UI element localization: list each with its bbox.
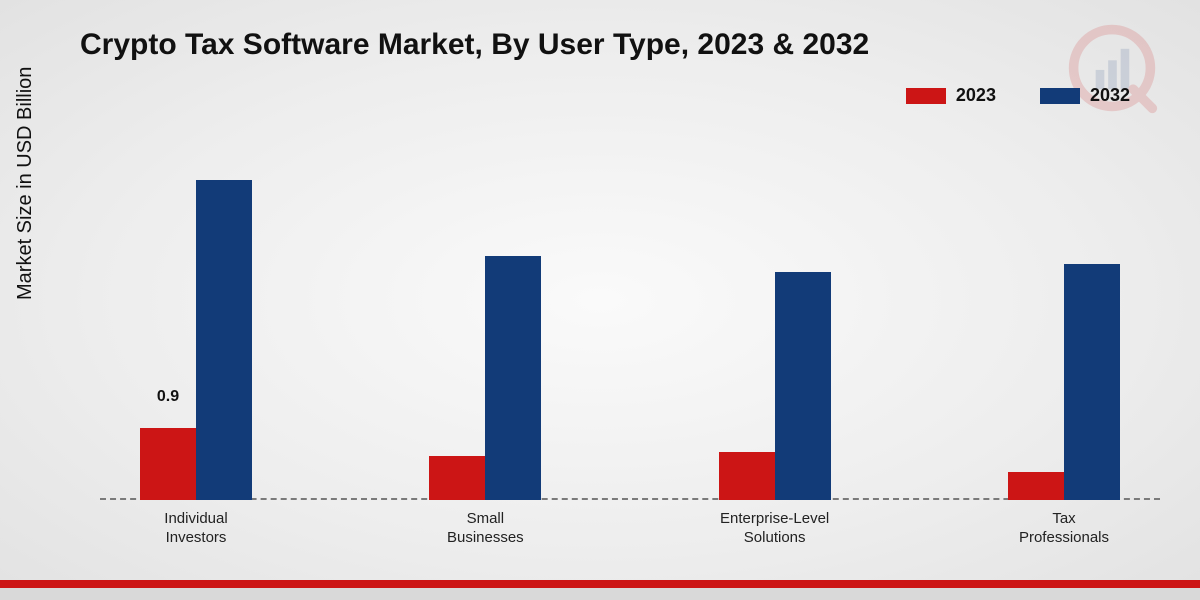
category-label: SmallBusinesses: [405, 500, 565, 548]
chart-title: Crypto Tax Software Market, By User Type…: [80, 28, 869, 62]
legend-label-2023: 2023: [956, 85, 996, 106]
legend-swatch-2023: [906, 88, 946, 104]
category-label: TaxProfessionals: [984, 500, 1144, 548]
bar-2023-cat0: [140, 428, 196, 500]
legend-item-2032: 2032: [1040, 85, 1130, 106]
category-label: Enterprise-LevelSolutions: [695, 500, 855, 548]
legend-swatch-2032: [1040, 88, 1080, 104]
bar-2023-cat2: [719, 452, 775, 500]
watermark-handle: [1133, 89, 1152, 108]
bar-2032-cat0: [196, 180, 252, 500]
value-label: 0.9: [157, 388, 179, 406]
footer-band: [0, 580, 1200, 600]
bar-2023-cat1: [429, 456, 485, 500]
bar-2032-cat3: [1064, 264, 1120, 500]
watermark-bar-3: [1121, 49, 1130, 89]
legend-item-2023: 2023: [906, 85, 996, 106]
category-label: IndividualInvestors: [116, 500, 276, 548]
bar-2023-cat3: [1008, 472, 1064, 500]
y-axis-label: Market Size in USD Billion: [14, 67, 37, 300]
footer-grey-stripe: [0, 588, 1200, 600]
bar-2032-cat2: [775, 272, 831, 500]
footer-red-stripe: [0, 580, 1200, 588]
chart-page: Crypto Tax Software Market, By User Type…: [0, 0, 1200, 600]
bar-2032-cat1: [485, 256, 541, 500]
legend: 2023 2032: [906, 85, 1130, 106]
legend-label-2032: 2032: [1090, 85, 1130, 106]
plot-area: 0.9IndividualInvestorsSmallBusinessesEnt…: [100, 140, 1160, 500]
